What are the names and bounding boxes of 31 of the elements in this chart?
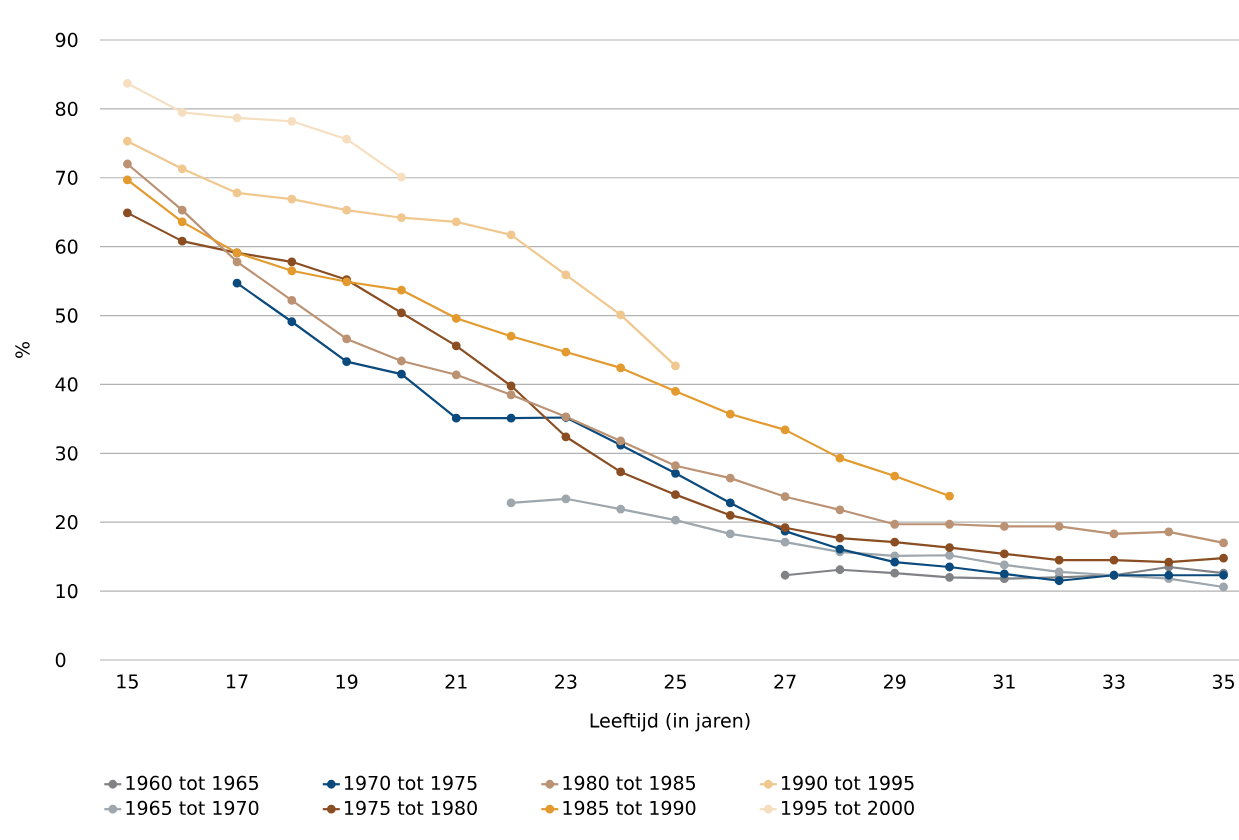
legend-label: 1990 tot 1995 <box>782 775 914 791</box>
legend-label: 1960 tot 1965 <box>126 775 258 791</box>
x-tick-label: 21 <box>445 674 467 689</box>
y-tick-label: 80 <box>55 101 78 117</box>
legend-label: 1995 tot 2000 <box>782 800 914 816</box>
y-tick-label: 60 <box>55 239 78 254</box>
x-tick-label: 27 <box>774 674 796 689</box>
legend-label: 1980 tot 1985 <box>563 775 695 791</box>
y-tick-label: 20 <box>55 515 78 530</box>
y-tick-label: 0 <box>55 652 66 668</box>
y-tick-label: 30 <box>55 446 78 461</box>
legend-label: 1985 tot 1990 <box>563 800 696 816</box>
x-tick-label: 25 <box>664 674 686 689</box>
x-tick-label: 29 <box>884 674 906 689</box>
legend-label: 1965 tot 1970 <box>126 800 259 816</box>
x-tick-label: 19 <box>336 674 358 689</box>
y-axis-title: % <box>15 342 30 358</box>
x-tick-label: 23 <box>555 674 577 689</box>
x-tick-label: 35 <box>1212 674 1234 689</box>
legend-label: 1975 tot 1980 <box>344 800 477 816</box>
legend-label: 1970 tot 1975 <box>344 775 477 791</box>
y-tick-label: 70 <box>56 170 78 185</box>
x-axis-title: Leeftijd (in jaren) <box>590 713 750 732</box>
x-tick-label: 33 <box>1103 674 1125 689</box>
y-tick-label: 50 <box>56 308 78 323</box>
y-tick-label: 10 <box>56 583 78 599</box>
x-tick-label: 31 <box>993 674 1015 689</box>
x-tick-label: 17 <box>227 674 248 689</box>
y-tick-label: 40 <box>55 377 78 392</box>
y-tick-label: 90 <box>55 32 78 48</box>
x-tick-label: 15 <box>117 674 138 689</box>
